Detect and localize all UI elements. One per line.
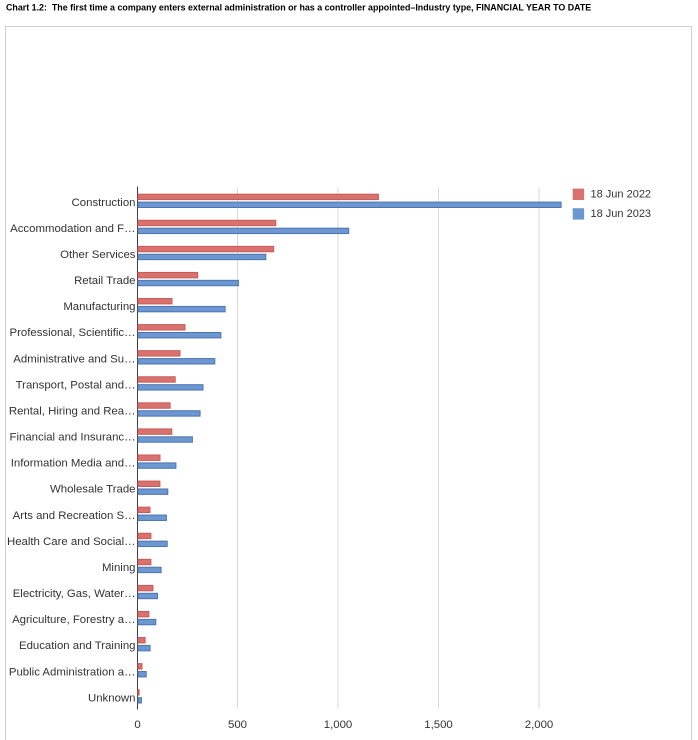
svg-text:Financial and Insuranc…: Financial and Insuranc… — [10, 432, 136, 444]
svg-text:0: 0 — [134, 719, 140, 731]
svg-text:Retail Trade: Retail Trade — [74, 275, 135, 287]
svg-text:Education and Training: Education and Training — [19, 640, 136, 652]
svg-text:Manufacturing: Manufacturing — [63, 301, 135, 313]
svg-text:Other Services: Other Services — [60, 249, 136, 261]
svg-text:Administrative and Su…: Administrative and Su… — [13, 353, 135, 365]
svg-text:18 Jun 2023: 18 Jun 2023 — [591, 208, 652, 220]
svg-text:1,500: 1,500 — [424, 719, 453, 731]
svg-text:Unknown: Unknown — [88, 692, 136, 704]
svg-text:Electricity, Gas, Water…: Electricity, Gas, Water… — [13, 588, 136, 600]
svg-text:Health Care and Social…: Health Care and Social… — [7, 536, 136, 548]
svg-text:Chart 1.2: The first time a c: Chart 1.2: The first time a company ente… — [6, 3, 591, 13]
svg-text:Wholesale Trade: Wholesale Trade — [50, 484, 135, 496]
svg-text:Arts and Recreation S…: Arts and Recreation S… — [13, 510, 136, 522]
svg-text:Professional, Scientific…: Professional, Scientific… — [10, 327, 136, 339]
svg-text:Public Administration a…: Public Administration a… — [9, 666, 136, 678]
svg-text:Rental, Hiring and Rea…: Rental, Hiring and Rea… — [9, 405, 136, 417]
svg-text:Agriculture, Forestry a…: Agriculture, Forestry a… — [12, 614, 135, 626]
svg-text:Information Media and…: Information Media and… — [11, 458, 136, 470]
svg-text:1,000: 1,000 — [324, 719, 353, 731]
svg-text:2,000: 2,000 — [525, 719, 554, 731]
svg-text:500: 500 — [228, 719, 247, 731]
svg-text:Transport, Postal and…: Transport, Postal and… — [16, 379, 136, 391]
svg-text:Construction: Construction — [72, 197, 136, 209]
svg-text:18 Jun 2022: 18 Jun 2022 — [591, 188, 652, 200]
svg-text:Mining: Mining — [102, 562, 136, 574]
svg-text:Accommodation and F…: Accommodation and F… — [10, 223, 135, 235]
